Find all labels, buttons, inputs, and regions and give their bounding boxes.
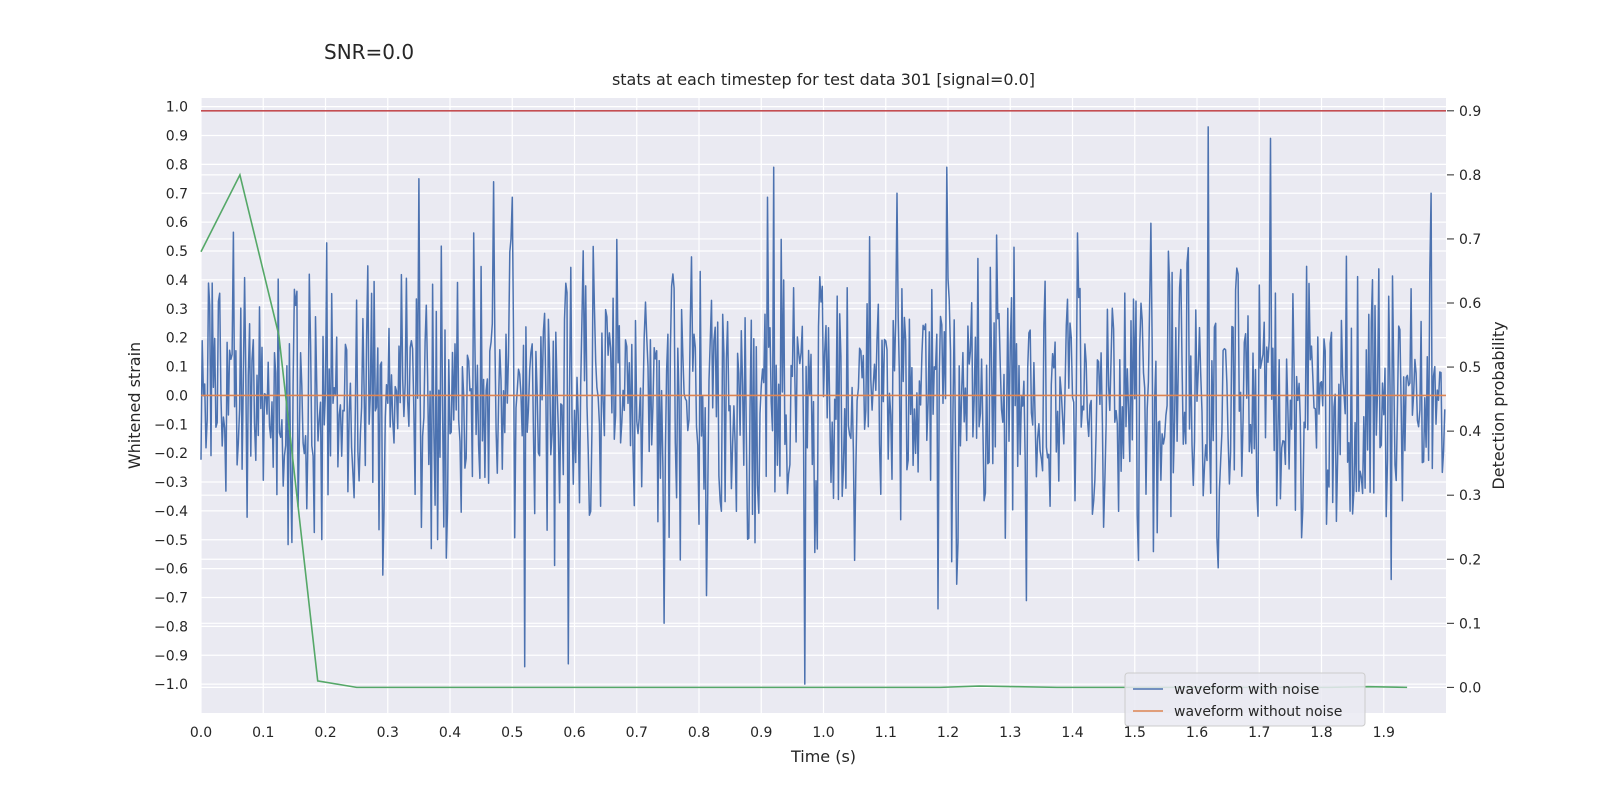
y-tick-label: 0.4 [166,273,188,289]
y-axis-label: Whitened strain [125,342,144,469]
y2-tick-labels: 0.9 0.8 0.7 0.6 0.5 0.4 0.3 0.2 0.1 0.0 [1447,104,1481,696]
y-tick-label: 0.8 [166,157,188,173]
y-tick-label: 0.9 [166,129,188,145]
legend: waveform with noise waveform without noi… [1124,672,1366,727]
y-tick-label: −0.3 [154,475,188,491]
figure-suptitle: SNR=0.0 [324,40,415,64]
x-tick-label: 0.5 [501,725,523,741]
y2-tick-label: 0.0 [1459,680,1481,696]
x-tick-label: 1.7 [1248,725,1270,741]
x-tick-label: 1.4 [1061,725,1083,741]
y-tick-labels: 1.0 0.9 0.8 0.7 0.6 0.5 0.4 0.3 0.2 0.1 0.0 −0.1 −0.… [154,100,188,693]
y-tick-label: 0.0 [166,388,188,404]
y2-tick-label: 0.1 [1459,616,1481,632]
y-tick-label: 0.7 [166,186,188,202]
x-tick-labels: 0.0 0.1 0.2 0.3 0.4 0.5 0.6 0.7 0.8 0.9 1.0 1.1 1.2 1… [190,725,1395,741]
y-tick-label: −0.8 [154,619,188,635]
legend-box [1124,672,1366,727]
y-tick-label: −0.7 [154,591,188,607]
y2-tick-label: 0.5 [1459,360,1481,376]
x-tick-label: 1.5 [1124,725,1146,741]
y-tick-label: 0.1 [166,360,188,376]
x-tick-label: 1.3 [999,725,1021,741]
x-tick-label: 0.3 [377,725,399,741]
chart-title: stats at each timestep for test data 301… [612,70,1035,89]
y-tick-label: 0.5 [166,244,188,260]
series-waveform-with-noise [200,126,1446,685]
x-tick-label: 1.1 [875,725,897,741]
x-tick-label: 0.8 [688,725,710,741]
x-tick-label: 1.0 [812,725,834,741]
y2-tick-label: 0.8 [1459,168,1481,184]
y-tick-label: −0.9 [154,648,188,664]
y2-tick-label: 0.7 [1459,232,1481,248]
x-tick-label: 0.9 [750,725,772,741]
x-tick-label: 0.1 [252,725,274,741]
y-tick-label: −0.4 [154,504,188,520]
y2-axis-label: Detection probability [1489,321,1508,489]
x-tick-label: 0.0 [190,725,212,741]
y2-tick-label: 0.3 [1459,488,1481,504]
x-tick-label: 0.6 [563,725,585,741]
y2-tick-label: 0.4 [1459,424,1481,440]
y-tick-label: −1.0 [154,677,188,693]
x-tick-label: 0.2 [314,725,336,741]
line-waveform-with-noise [200,126,1446,685]
x-axis-label: Time (s) [790,747,856,766]
y-tick-label: −0.5 [154,533,188,549]
x-tick-label: 1.6 [1186,725,1208,741]
y-tick-label: 0.6 [166,215,188,231]
x-tick-label: 1.9 [1373,725,1395,741]
y-tick-label: −0.2 [154,446,188,462]
y2-tick-label: 0.6 [1459,296,1481,312]
x-tick-label: 0.4 [439,725,461,741]
y2-tick-label: 0.2 [1459,552,1481,568]
x-tick-label: 1.8 [1310,725,1332,741]
x-tick-label: 0.7 [626,725,648,741]
legend-label-noisy: waveform with noise [1174,682,1319,698]
x-tick-label: 1.2 [937,725,959,741]
y-tick-label: 0.3 [166,302,188,318]
y2-tick-label: 0.9 [1459,104,1481,120]
y-tick-label: −0.1 [154,417,188,433]
y-tick-label: −0.6 [154,562,188,578]
legend-label-clean: waveform without noise [1174,704,1342,720]
y-tick-label: 1.0 [166,100,188,116]
y-tick-label: 0.2 [166,331,188,347]
